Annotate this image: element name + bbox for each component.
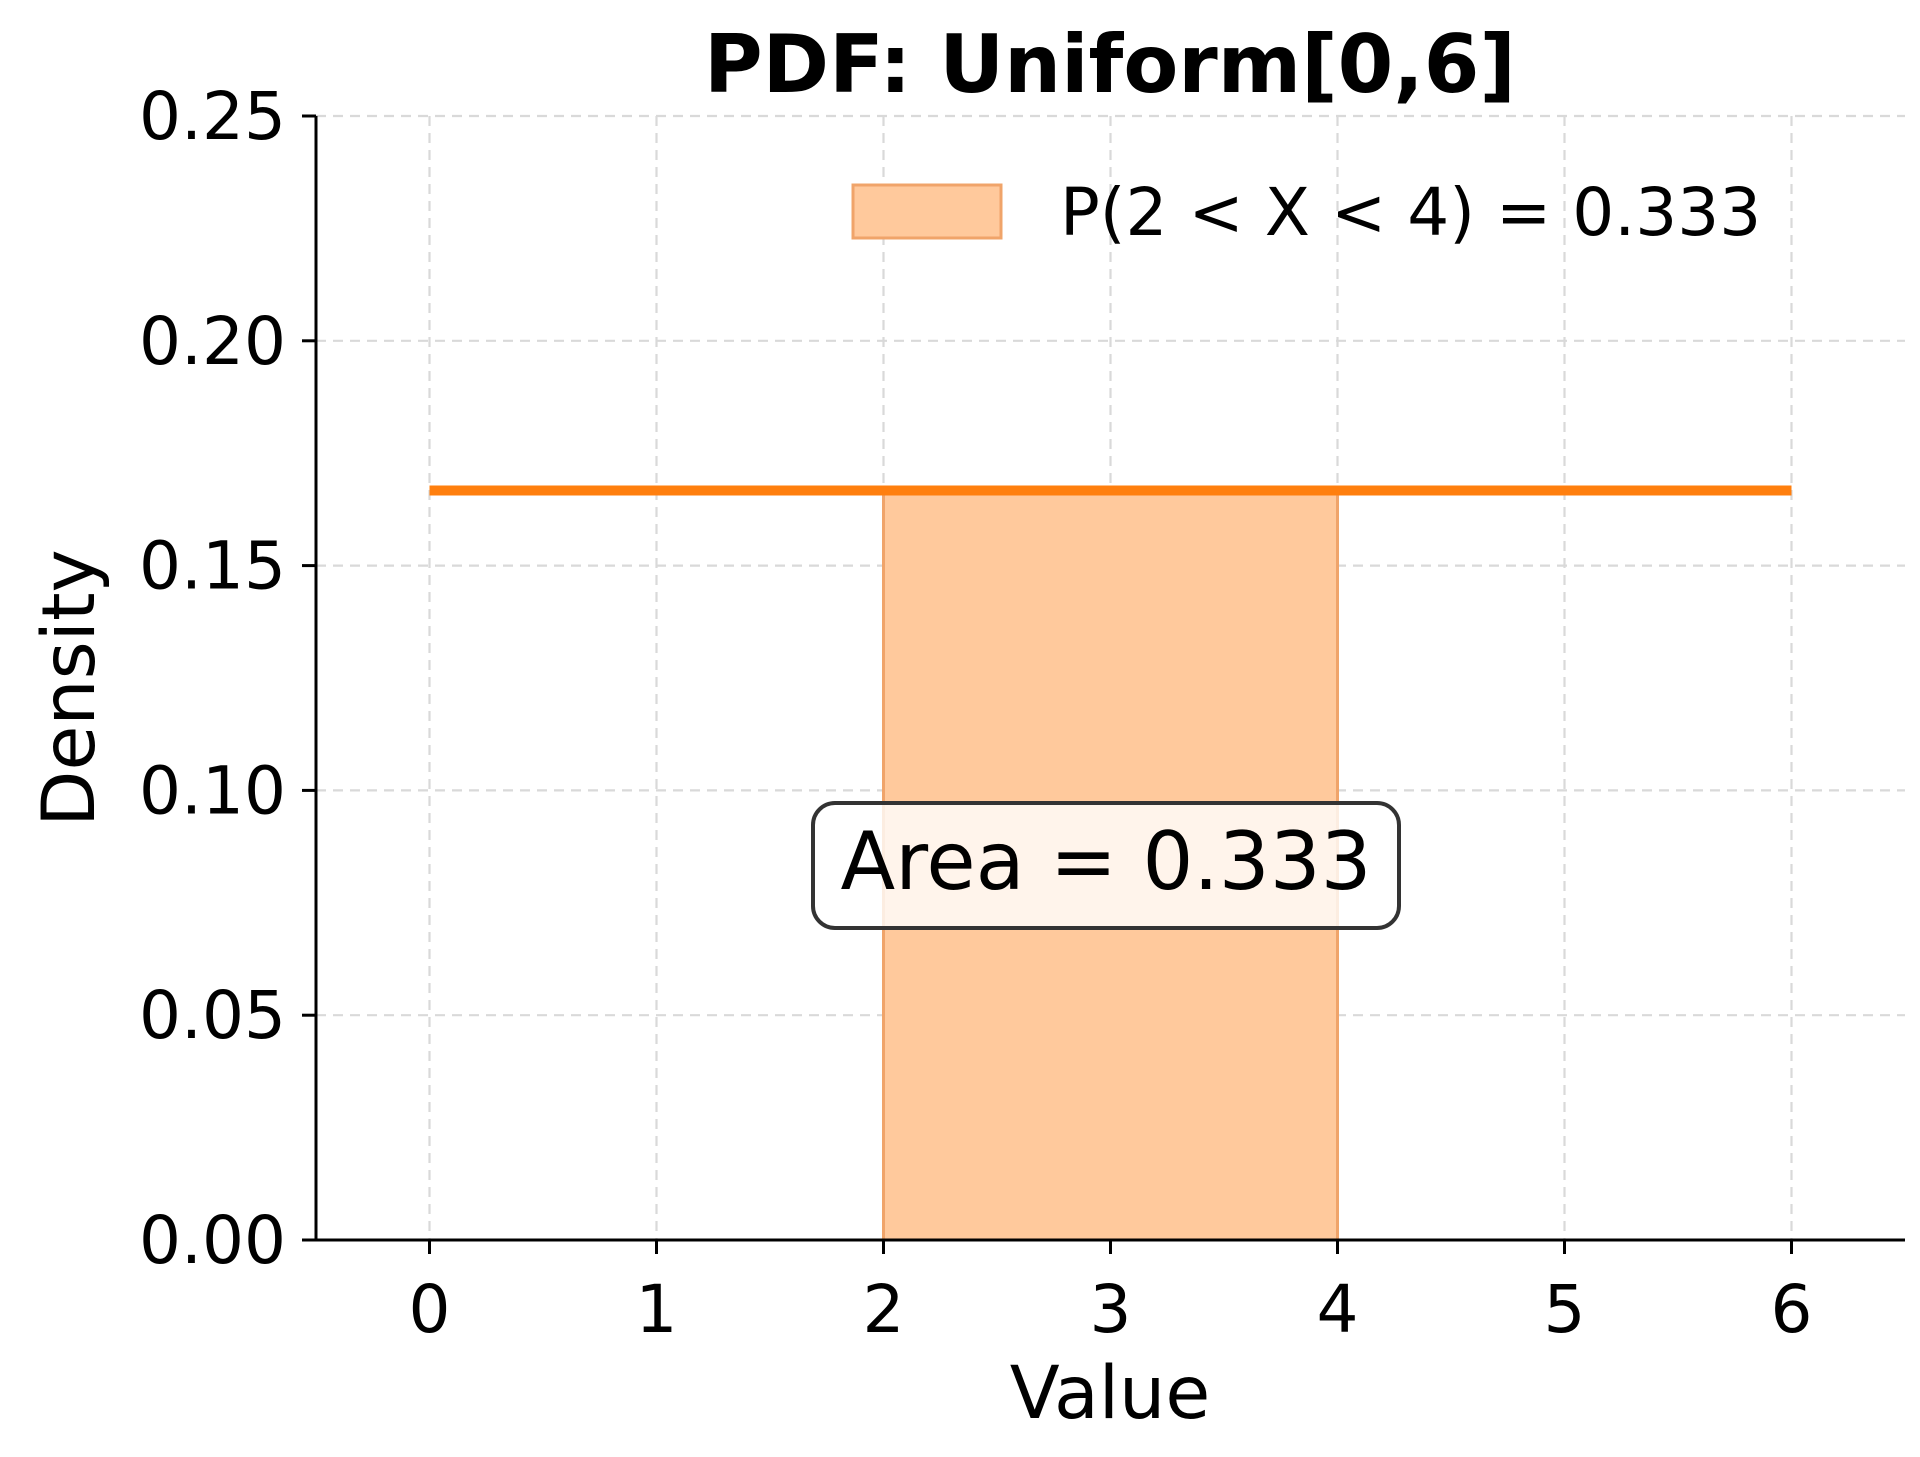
y-tick-label: 0.20 — [139, 303, 286, 380]
x-tick-label: 2 — [863, 1271, 905, 1348]
x-axis-title: Value — [1010, 1351, 1210, 1436]
x-tick-label: 1 — [636, 1271, 678, 1348]
y-tick-label: 0.25 — [139, 78, 286, 155]
y-tick-label: 0.00 — [139, 1202, 286, 1279]
axes — [302, 114, 1905, 1254]
x-tick-label: 0 — [409, 1271, 451, 1348]
tick-labels: 0 1 2 3 4 5 6 0.00 0.05 0.10 0.15 0.20 0.25 — [139, 78, 1812, 1348]
y-tick-label: 0.05 — [139, 977, 286, 1054]
annotation-text: Area = 0.333 — [840, 815, 1371, 908]
x-tick-label: 3 — [1090, 1271, 1132, 1348]
x-tick-label: 6 — [1771, 1271, 1813, 1348]
chart-title: PDF: Uniform[0,6] — [704, 18, 1516, 111]
legend: P(2 < X < 4) = 0.333 — [851, 174, 1761, 251]
x-tick-label: 4 — [1317, 1271, 1359, 1348]
y-axis-title: Density — [27, 549, 112, 827]
x-tick-label: 5 — [1544, 1271, 1586, 1348]
annotation-box — [811, 801, 1401, 930]
legend-label: P(2 < X < 4) = 0.333 — [1060, 174, 1761, 251]
area-annotation: Area = 0.333 — [811, 801, 1401, 930]
y-tick-label: 0.15 — [139, 528, 286, 605]
y-tick-label: 0.10 — [139, 752, 286, 829]
legend-swatch — [851, 183, 1003, 240]
